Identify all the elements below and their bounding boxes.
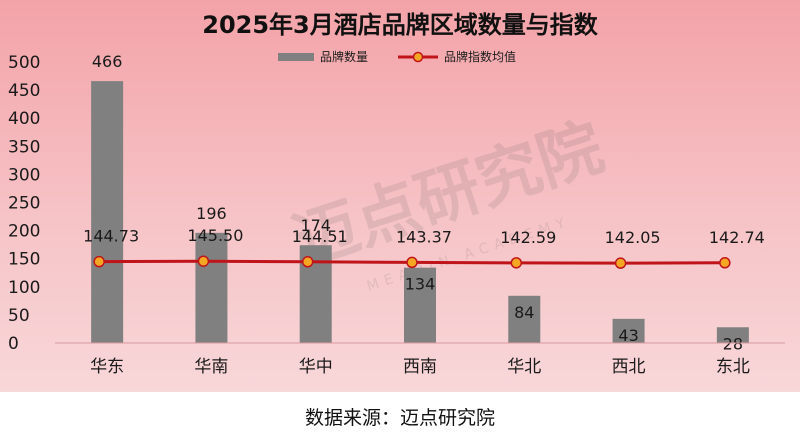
x-tick-label: 西南 (403, 357, 437, 377)
line-marker (93, 255, 105, 268)
legend-line-marker (412, 51, 424, 63)
line-marker (197, 255, 210, 267)
line-value-label: 144.73 (83, 227, 139, 246)
bar-value-label: 43 (618, 326, 638, 345)
y-tick-label: 450 (8, 81, 40, 101)
y-tick-label: 0 (8, 334, 19, 354)
x-tick-label: 华中 (299, 357, 333, 377)
bar (404, 267, 436, 343)
x-tick-label: 华东 (90, 357, 124, 377)
bar (716, 327, 749, 343)
line-value-label: 145.50 (187, 226, 243, 245)
y-tick-label: 100 (8, 278, 40, 298)
y-tick-label: 300 (8, 165, 40, 185)
y-axis: 0 50 100 150 200 250 300 350 400 450 500 (8, 53, 40, 354)
line-marker (406, 256, 418, 269)
x-tick-label: 华北 (507, 357, 541, 377)
line-value-label: 142.05 (605, 228, 661, 247)
chart: 迈点研究院 MEADIN ACADEMY 2025年3月酒店品牌区域数量与指数 … (8, 11, 785, 377)
line-value-label: 144.51 (292, 227, 348, 246)
y-tick-label: 150 (8, 250, 40, 270)
bar (195, 232, 228, 343)
source-note: 数据来源：迈点研究院 (304, 407, 495, 429)
bar (91, 81, 124, 343)
y-tick-label: 200 (8, 222, 40, 242)
line-value-label: 143.37 (396, 227, 452, 246)
y-tick-label: 250 (8, 194, 40, 214)
legend: 品牌数量 品牌指数均值 (278, 49, 516, 64)
bar-value-label: 28 (723, 334, 743, 353)
legend-bar-label: 品牌数量 (320, 49, 368, 64)
legend-bar-swatch (278, 53, 314, 61)
bar-value-label: 466 (92, 52, 123, 71)
line-marker (301, 256, 314, 268)
bar-value-label: 174 (300, 216, 331, 235)
y-tick-label: 400 (8, 109, 40, 129)
line-marker (510, 257, 523, 269)
bar (612, 318, 645, 343)
x-tick-label: 西北 (612, 357, 646, 377)
y-tick-label: 500 (8, 53, 40, 73)
bar-value-label: 84 (514, 303, 534, 322)
bar (508, 295, 541, 343)
line-marker (614, 257, 627, 269)
chart-title: 2025年3月酒店品牌区域数量与指数 (202, 11, 598, 39)
legend-line-label: 品牌指数均值 (444, 49, 516, 64)
bar-value-label: 196 (196, 204, 227, 223)
x-axis: 华东 华南 华中 西南 华北 西北 东北 (55, 342, 785, 377)
line-marker (719, 257, 731, 269)
watermark: 迈点研究院 MEADIN ACADEMY (285, 110, 612, 294)
line-series: 144.73 145.50 144.51 143.37 142.59 142.05 142.… (83, 226, 765, 269)
x-tick-label: 东北 (716, 357, 750, 377)
bar-value-label: 134 (405, 275, 436, 294)
line-value-label: 142.74 (709, 228, 765, 247)
y-tick-label: 350 (8, 137, 40, 157)
chart-panel: 迈点研究院 MEADIN ACADEMY 2025年3月酒店品牌区域数量与指数 … (0, 0, 800, 392)
y-tick-label: 50 (8, 306, 30, 326)
x-tick-label: 华南 (194, 357, 228, 377)
line-value-label: 142.59 (500, 228, 556, 247)
